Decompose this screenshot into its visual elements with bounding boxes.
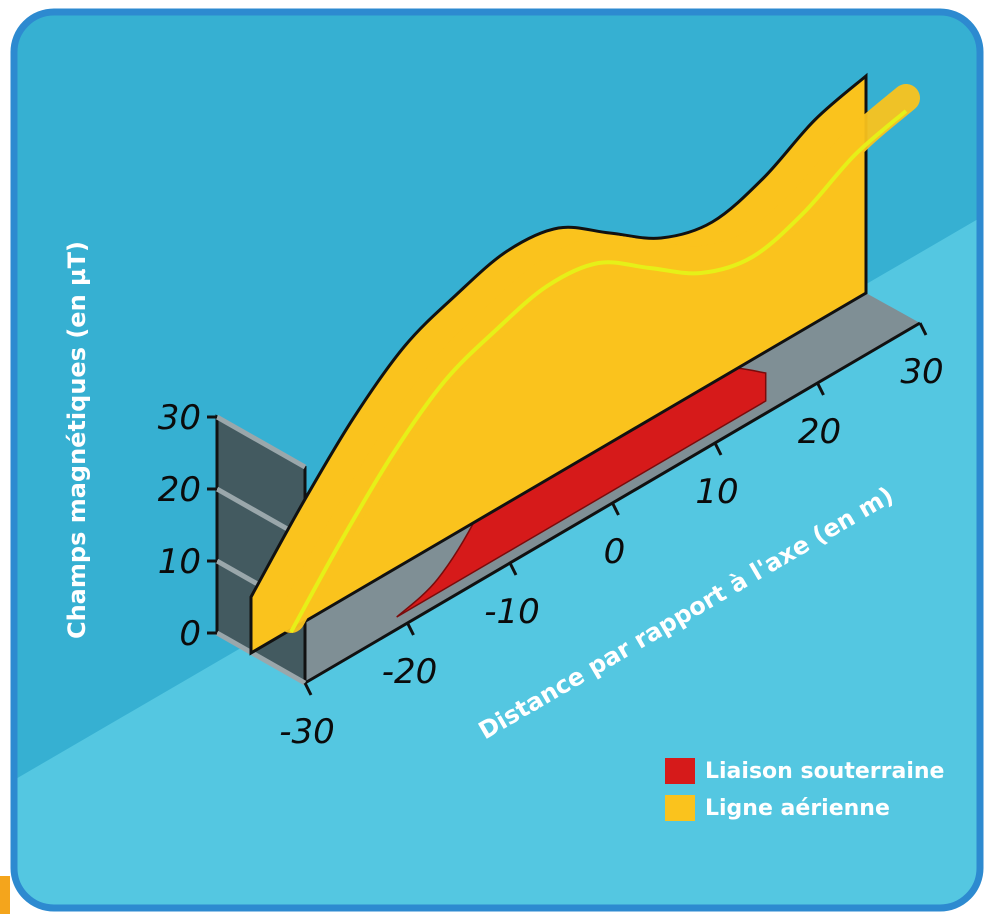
y-tick-label: 30 — [158, 398, 201, 438]
data-point — [865, 75, 868, 78]
legend-swatch — [665, 795, 695, 821]
legend-swatch — [665, 758, 695, 784]
data-point — [395, 616, 398, 619]
legend-item-1: Ligne aérienne — [665, 795, 890, 821]
y-gridline — [215, 630, 307, 686]
data-point — [608, 232, 611, 235]
data-point — [436, 578, 439, 581]
x-tick-label: -20 — [382, 652, 438, 692]
x-tick-label: 0 — [604, 532, 626, 572]
data-point — [813, 119, 816, 122]
corner-accent — [0, 876, 10, 914]
series-ribbon-edge — [289, 109, 908, 633]
data-point — [660, 237, 663, 240]
data-point — [711, 221, 714, 224]
y-axis-label: Champs magnétiques (en µT) — [63, 241, 91, 639]
x-tick-label: 10 — [695, 472, 738, 512]
legend-label: Ligne aérienne — [705, 796, 890, 821]
data-point — [250, 596, 253, 599]
chart-series — [249, 72, 920, 656]
series-1 — [249, 72, 920, 656]
x-tick-label: -30 — [279, 712, 335, 752]
data-point — [455, 294, 458, 297]
legend-label: Liaison souterraine — [705, 759, 944, 784]
chart-legend: Liaison souterraine Ligne aérienne — [665, 758, 944, 821]
data-point — [352, 417, 355, 420]
data-point — [301, 503, 304, 506]
data-point — [403, 345, 406, 348]
data-point — [762, 177, 765, 180]
x-tick-mark — [406, 622, 415, 636]
y-gridline — [215, 414, 307, 470]
y-tick-label: 10 — [158, 542, 201, 582]
x-tick-label: 20 — [798, 412, 841, 452]
series-area — [249, 72, 868, 656]
series-ribbon — [277, 84, 920, 633]
x-tick-label: 30 — [900, 352, 943, 392]
x-tick-mark — [611, 502, 620, 516]
y-tick-label: 0 — [179, 614, 201, 654]
x-tick-mark — [918, 322, 928, 336]
panel-border — [10, 8, 984, 912]
legend-item-0: Liaison souterraine — [665, 758, 944, 784]
data-point — [506, 250, 509, 253]
x-tick-mark — [508, 562, 518, 576]
x-tick-mark — [303, 682, 313, 696]
data-point — [764, 372, 767, 375]
data-point — [557, 227, 560, 230]
x-tick-label: -10 — [484, 592, 540, 632]
y-tick-label: 20 — [158, 470, 201, 510]
x-tick-mark — [713, 442, 723, 456]
x-tick-mark — [816, 382, 825, 396]
